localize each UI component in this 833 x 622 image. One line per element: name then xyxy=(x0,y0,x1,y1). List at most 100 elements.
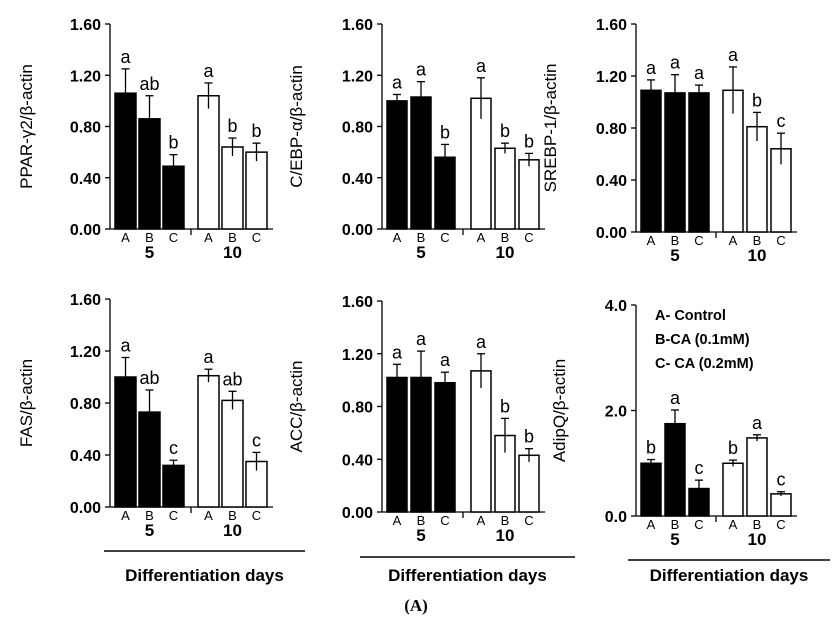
y-tick-label: 1.60 xyxy=(342,17,373,34)
bar xyxy=(664,422,686,517)
group-label: 10 xyxy=(223,243,242,262)
significance-letter: c xyxy=(777,470,786,490)
category-label: C xyxy=(694,517,703,532)
significance-letter: a xyxy=(440,350,451,370)
bar xyxy=(138,411,161,508)
bar xyxy=(386,376,408,513)
category-label: A xyxy=(393,513,402,528)
significance-letter: ab xyxy=(139,74,159,94)
group-label: 10 xyxy=(748,246,767,265)
category-label: A xyxy=(121,230,130,245)
group-label: 5 xyxy=(416,526,425,545)
significance-letter: a xyxy=(670,53,681,73)
category-label: A xyxy=(477,230,486,245)
y-tick-label: 1.20 xyxy=(342,347,373,364)
significance-letter: a xyxy=(120,47,131,67)
chart-5: 0.000.400.801.201.60ACC/β-actinaAaBaC5aA… xyxy=(287,294,575,585)
y-tick-label: 1.60 xyxy=(70,292,101,309)
legend-item-b: B-CA (0.1mM) xyxy=(655,332,750,348)
bar xyxy=(518,454,540,513)
y-tick-label: 1.20 xyxy=(70,68,101,85)
bar xyxy=(162,464,185,508)
y-axis-title: AdipQ/β-actin xyxy=(550,359,569,462)
bar xyxy=(722,462,744,517)
significance-letter: ab xyxy=(139,368,159,388)
category-label: B xyxy=(145,230,154,245)
x-axis-title: Differentiation days xyxy=(650,566,809,585)
group-label: 5 xyxy=(670,246,679,265)
category-label: C xyxy=(524,513,533,528)
y-axis-title: PPAR-γ2/β-actin xyxy=(17,64,36,189)
group-label: 5 xyxy=(145,243,154,262)
significance-letter: a xyxy=(752,413,763,433)
significance-letter: a xyxy=(694,63,705,83)
significance-letter: a xyxy=(203,61,214,81)
group-label: 5 xyxy=(416,243,425,262)
category-label: C xyxy=(169,230,178,245)
significance-letter: b xyxy=(500,396,510,416)
significance-letter: a xyxy=(670,388,681,408)
significance-letter: b xyxy=(500,121,510,141)
group-label: 10 xyxy=(496,243,515,262)
bar xyxy=(470,370,492,513)
bar xyxy=(746,437,768,517)
category-label: B xyxy=(753,517,762,532)
significance-letter: a xyxy=(203,347,214,367)
category-label: B xyxy=(228,230,237,245)
category-label: A xyxy=(729,233,738,248)
chart-4: 0.000.400.801.201.60FAS/β-actinaAabBcC5a… xyxy=(17,292,305,585)
category-label: C xyxy=(524,230,533,245)
category-label: C xyxy=(252,508,261,523)
y-tick-label: 0.40 xyxy=(342,171,373,188)
category-label: B xyxy=(417,230,426,245)
legend-item-a: A- Control xyxy=(655,308,726,324)
y-tick-label: 0.00 xyxy=(342,505,373,522)
y-tick-label: 0.80 xyxy=(596,121,627,138)
bar xyxy=(410,376,432,513)
y-axis-title: SREBP-1/β-actin xyxy=(541,64,560,193)
category-label: B xyxy=(671,517,680,532)
charts-grid: 0.000.400.801.201.60PPAR-γ2/β-actinaAabB… xyxy=(17,17,830,585)
category-label: C xyxy=(776,517,785,532)
y-tick-label: 0.80 xyxy=(70,120,101,137)
category-label: C xyxy=(252,230,261,245)
bar xyxy=(197,95,220,230)
bar xyxy=(770,493,792,517)
category-label: B xyxy=(501,230,510,245)
bar xyxy=(221,399,244,508)
significance-letter: b xyxy=(728,438,738,458)
category-label: A xyxy=(477,513,486,528)
category-label: A xyxy=(204,230,213,245)
bar xyxy=(434,156,456,230)
bar xyxy=(221,146,244,230)
bar xyxy=(494,147,516,230)
y-tick-label: 0.80 xyxy=(342,400,373,417)
group-label: 10 xyxy=(223,521,242,540)
y-tick-label: 0.00 xyxy=(342,222,373,239)
significance-letter: a xyxy=(120,336,131,356)
y-tick-label: 0.80 xyxy=(70,396,101,413)
category-label: A xyxy=(393,230,402,245)
y-tick-label: 1.20 xyxy=(70,344,101,361)
x-axis-title: Differentiation days xyxy=(388,566,547,585)
chart-3: 0.00 0.40 0.80 1.20 1.60 SREBP-1/β-actin a Aa Ba… xyxy=(541,17,797,265)
figure-label: (A) xyxy=(404,596,428,615)
bar xyxy=(162,165,185,230)
significance-letter: ab xyxy=(222,369,242,389)
significance-letter: a xyxy=(476,56,487,76)
bar xyxy=(245,151,268,230)
x-axis-title: Differentiation days xyxy=(125,566,284,585)
y-tick-label: 0.40 xyxy=(596,173,627,190)
bar xyxy=(640,462,662,517)
group-label: 10 xyxy=(748,530,767,549)
significance-letter: a xyxy=(416,60,427,80)
significance-letter: b xyxy=(440,122,450,142)
category-label: C xyxy=(694,233,703,248)
y-tick-label: 0.0 xyxy=(605,509,627,526)
significance-letter: b xyxy=(227,116,237,136)
significance-letter: b xyxy=(524,427,534,447)
group-label: 5 xyxy=(670,530,679,549)
y-tick-label: 0.80 xyxy=(342,120,373,137)
